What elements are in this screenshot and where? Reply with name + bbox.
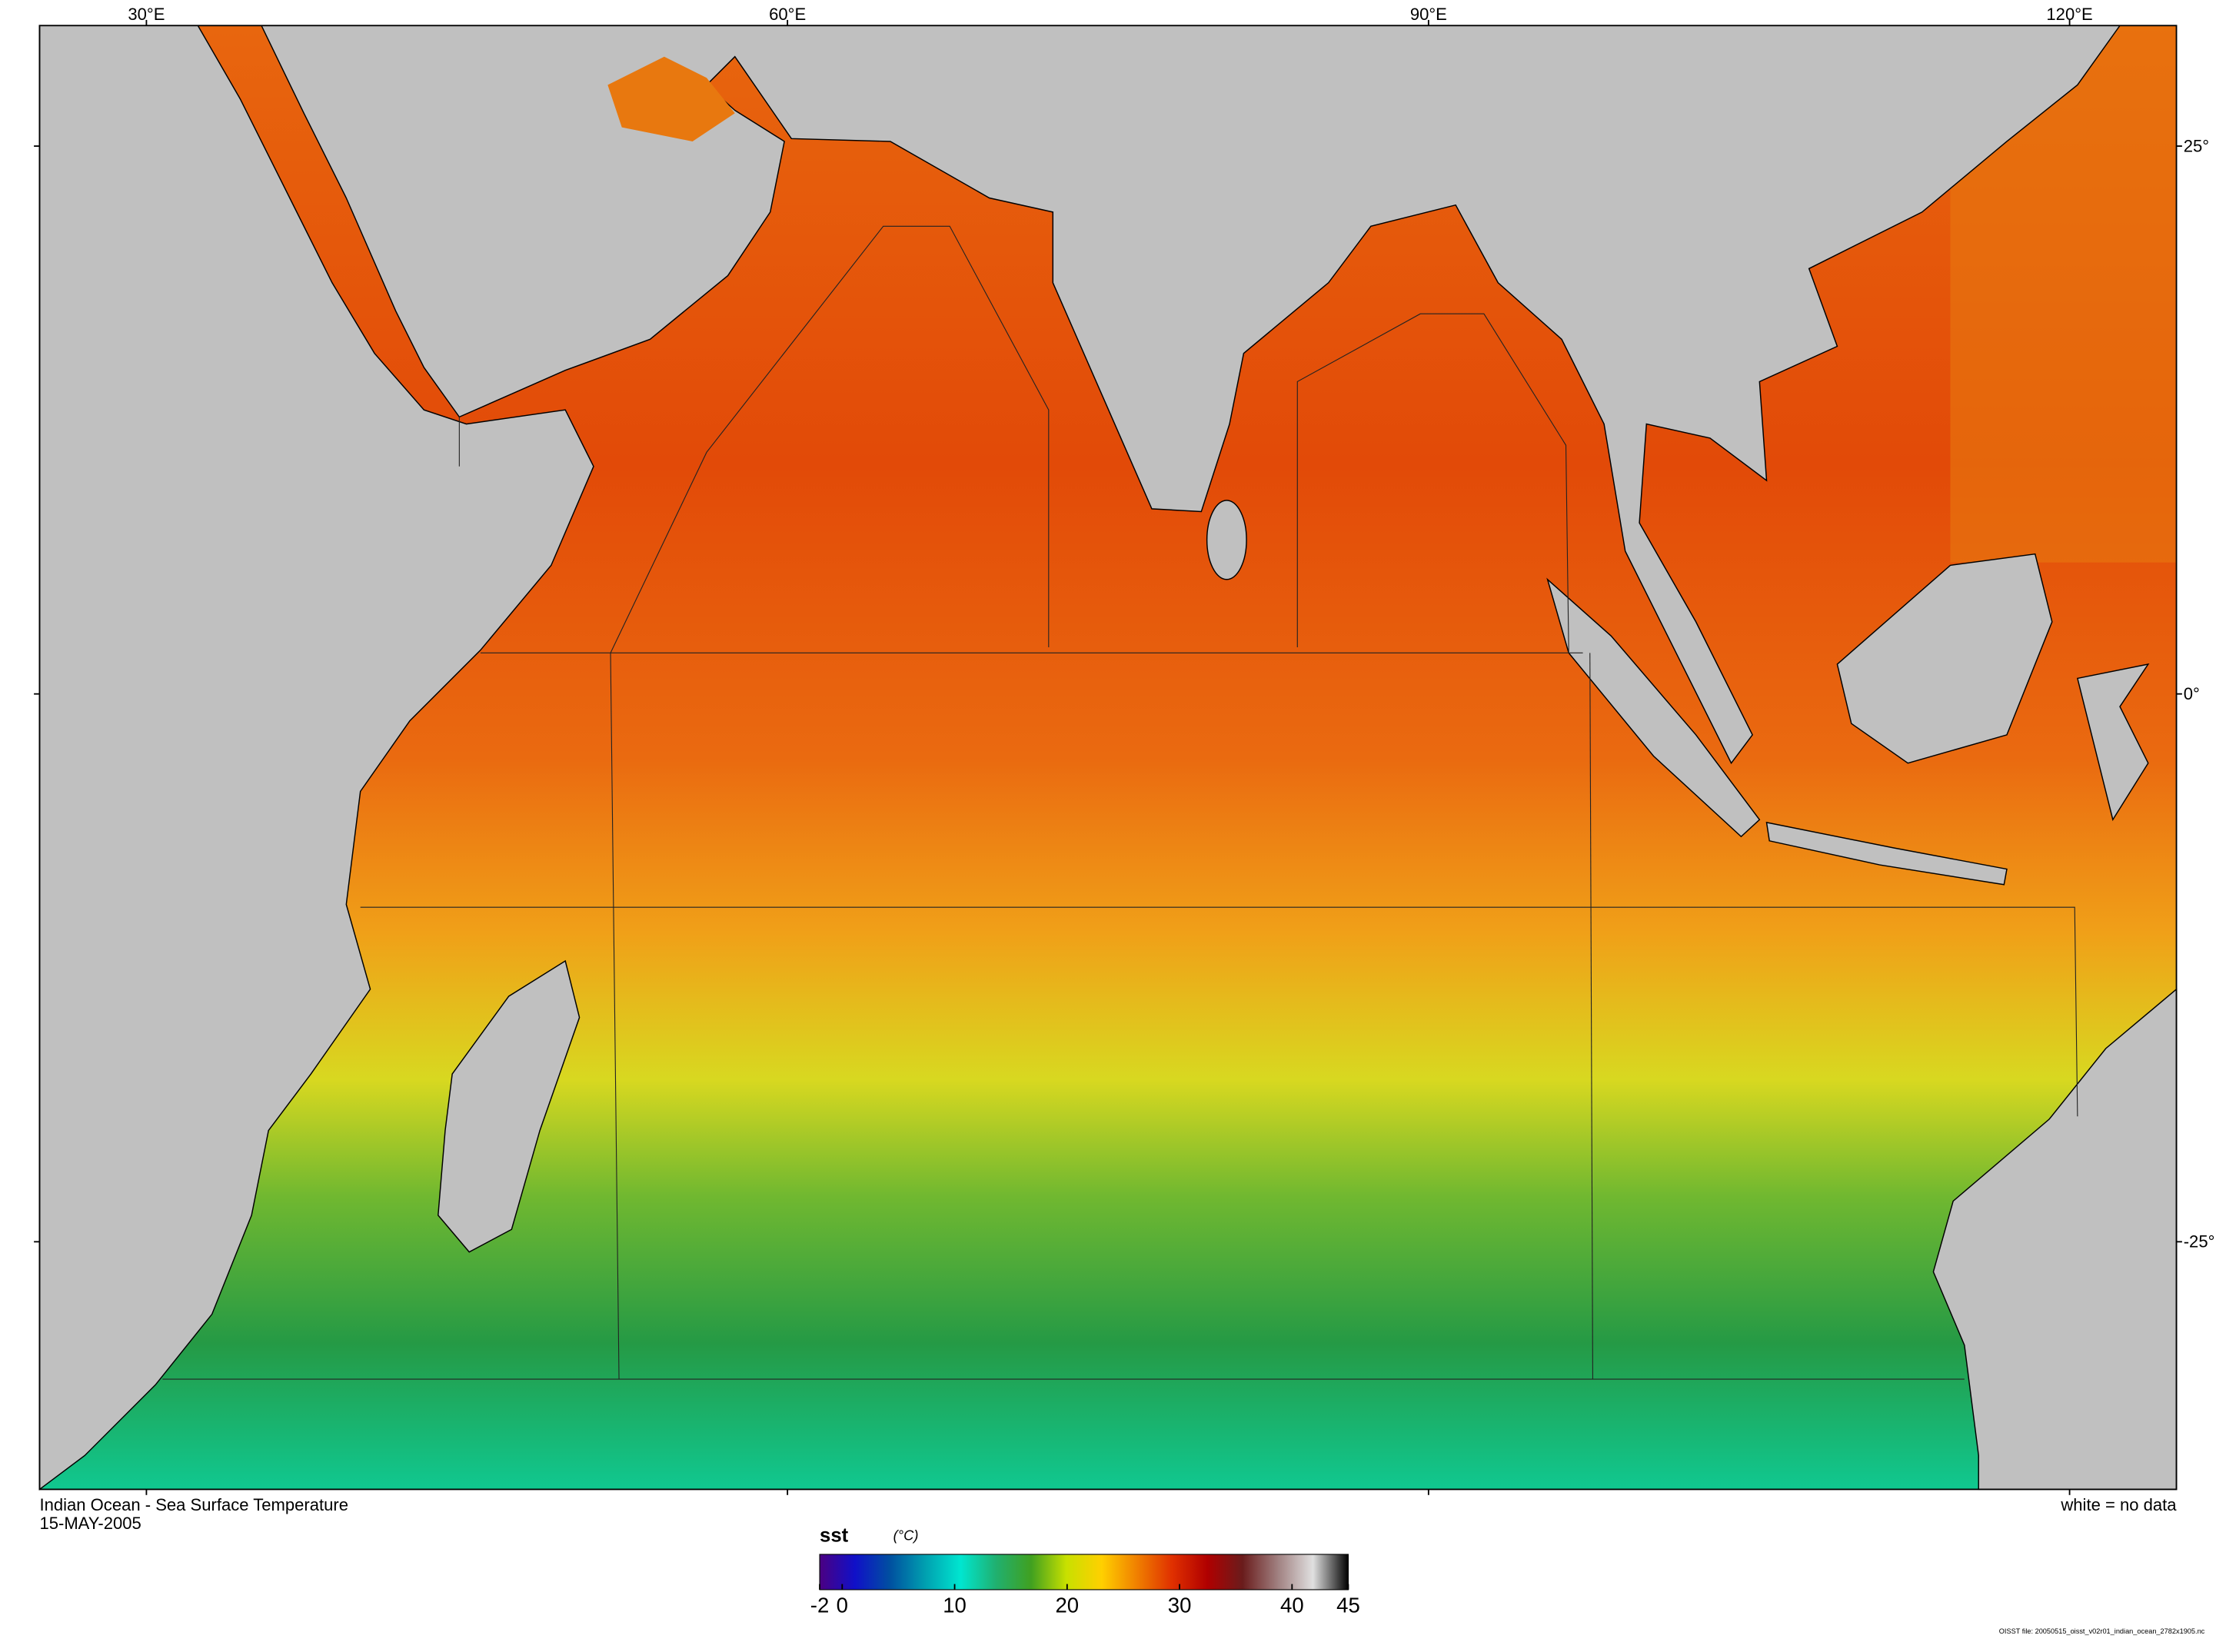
land-sumatra [1546, 577, 1761, 838]
land-asia [260, 25, 2121, 765]
colorbar-tick-label: 20 [1055, 1593, 1079, 1617]
x-tick-label: 120°E [2046, 5, 2092, 24]
colorbar-tick-label: 0 [837, 1593, 848, 1617]
land-borneo [1836, 553, 2053, 764]
land-java [1765, 821, 2008, 886]
colorbar-tick-label: -2 [810, 1593, 830, 1617]
x-tick-label: 60°E [769, 5, 806, 24]
land-sulawesi [2076, 663, 2150, 822]
map-title: Indian Ocean - Sea Surface Temperature [39, 1495, 348, 1514]
map-frame [38, 25, 2178, 1491]
colorbar-tick-label: 45 [1336, 1593, 1360, 1617]
x-tick-label: 90°E [1410, 5, 1447, 24]
colorbar-units: (°C) [893, 1527, 919, 1544]
footer-file: OISST file: 20050515_oisst_v02r01_indian… [1999, 1627, 2205, 1635]
land-africa [38, 25, 594, 1491]
land-sri-lanka [1206, 500, 1247, 580]
colorbar [819, 1554, 1349, 1591]
ocean-persian-gulf [607, 56, 735, 141]
region-boundary [1296, 313, 1569, 653]
land-madagascar [438, 959, 581, 1253]
colorbar-label: sst [820, 1524, 849, 1546]
y-tick-label: 0° [2184, 684, 2200, 703]
colorbar-tick-label: 10 [943, 1593, 967, 1617]
region-boundary [1589, 653, 1593, 1380]
no-data-note: white = no data [2060, 1495, 2177, 1514]
y-tick-label: 25° [2184, 136, 2209, 155]
region-boundary [360, 906, 2078, 1117]
colorbar-tick-label: 30 [1168, 1593, 1192, 1617]
region-boundary [610, 653, 620, 1380]
colorbar-tick-label: 40 [1280, 1593, 1304, 1617]
y-tick-label: -25° [2184, 1232, 2215, 1251]
region-boundary [610, 225, 1050, 653]
map-date: 15-MAY-2005 [39, 1514, 141, 1533]
x-tick-label: 30°E [128, 5, 165, 24]
